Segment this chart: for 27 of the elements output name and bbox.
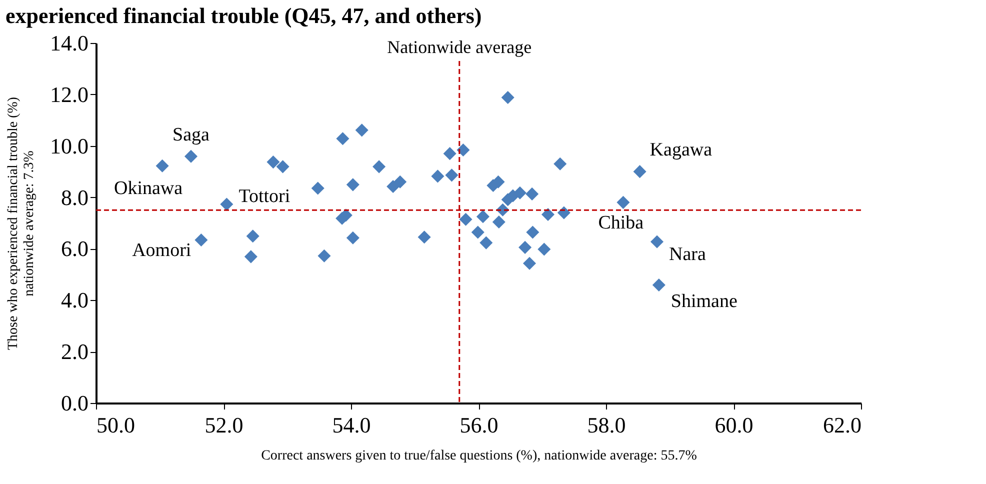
annotation: Kagawa: [650, 140, 713, 161]
x-tick-label: 50.0: [96, 412, 135, 438]
x-tick-label: 52.0: [204, 412, 244, 438]
x-tick-label: 60.0: [714, 412, 754, 438]
x-tick-label: 62.0: [823, 412, 862, 438]
annotation: Aomori: [132, 240, 192, 261]
y-tick-label: 8.0: [61, 184, 88, 210]
y-tick-label: 14.0: [50, 30, 88, 56]
annotation: Chiba: [598, 212, 644, 234]
chart-title: experienced financial trouble (Q45, 47, and others): [6, 3, 482, 28]
x-tick-label: 58.0: [587, 412, 626, 438]
y-tick-label: 6.0: [61, 236, 88, 262]
y-axis-title: Those who experienced financial trouble (%) nationwide average: 7.3%: [6, 96, 37, 350]
y-tick-label: 4.0: [61, 288, 88, 313]
annotation: Tottori: [238, 186, 290, 208]
y-tick-label: 10.0: [50, 133, 88, 158]
y-tick-label: 0.0: [61, 390, 88, 416]
annotation: Nara: [669, 244, 706, 265]
y-tick-label: 2.0: [61, 339, 88, 364]
annotation: Shimane: [670, 290, 738, 312]
x-tick-label: 54.0: [332, 412, 371, 438]
ref-line-label: Nationwide average: [387, 37, 532, 57]
x-tick-label: 56.0: [460, 412, 498, 438]
y-tick-label: 12.0: [50, 82, 88, 107]
x-axis-title: Correct answers given to true/false questions (%), nationwide average: 55.7%: [261, 448, 698, 464]
annotation: Saga: [172, 124, 210, 146]
annotation: Okinawa: [114, 178, 184, 199]
